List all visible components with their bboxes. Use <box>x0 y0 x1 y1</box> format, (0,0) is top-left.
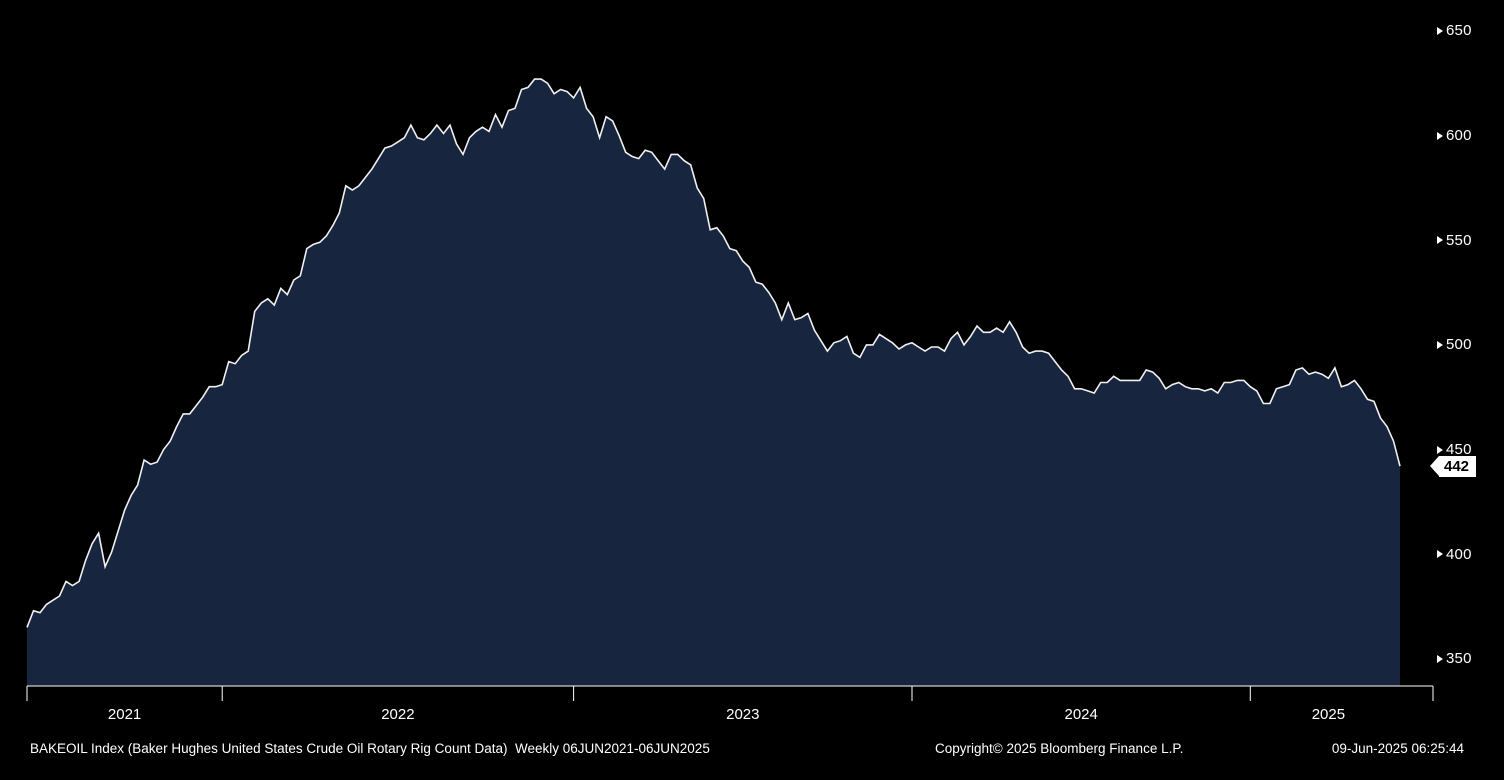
x-axis-year-label: 2025 <box>1311 706 1346 723</box>
x-axis: 2021 2022 2023 2024 2025 <box>0 702 1504 728</box>
timestamp-text: 09-Jun-2025 06:25:44 <box>1331 741 1464 756</box>
price-line <box>26 78 1401 628</box>
copyright-text: Copyright© 2025 Bloomberg Finance L.P. <box>935 741 1184 756</box>
x-axis-year-label: 2022 <box>381 706 415 723</box>
last-value-badge: 442 <box>1430 455 1477 477</box>
x-axis-line <box>26 685 1434 701</box>
status-bar: BAKEOIL Index (Baker Hughes United State… <box>0 741 1504 765</box>
x-axis-year-label: 2021 <box>107 706 142 723</box>
area-fill <box>27 79 1400 687</box>
last-value-arrow-icon <box>1430 455 1439 476</box>
x-axis-year-label: 2023 <box>726 706 760 723</box>
chart-description-text: BAKEOIL Index (Baker Hughes United State… <box>30 741 710 756</box>
last-value-label: 442 <box>1444 457 1470 475</box>
x-axis-year-label: 2024 <box>1064 706 1098 723</box>
